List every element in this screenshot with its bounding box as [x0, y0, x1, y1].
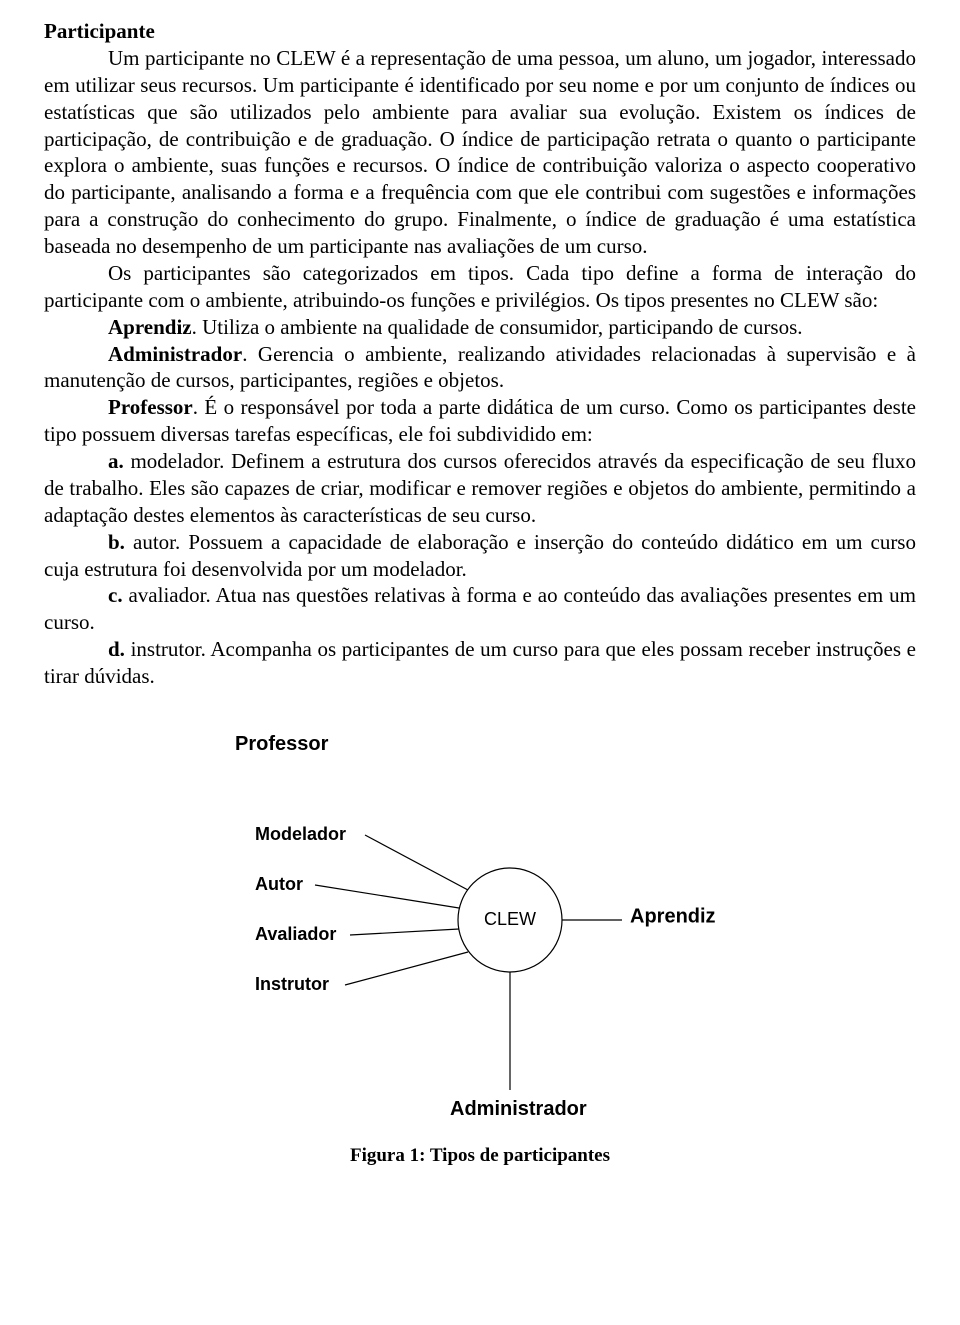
type-professor: Professor. É o responsável por toda a pa… — [44, 394, 916, 448]
subtype-c-name: avaliador — [123, 583, 206, 607]
participants-diagram: CLEW Professor Modelador Autor Avaliador Inst… — [190, 720, 770, 1140]
svg-text:Aprendiz: Aprendiz — [630, 905, 716, 927]
subtype-d: d. instrutor. Acompanha os participantes… — [44, 636, 916, 690]
subtype-b-letter: b. — [108, 530, 125, 554]
paragraph-intro: Um participante no CLEW é a representaçã… — [44, 45, 916, 260]
subtype-a: a. modelador. Definem a estrutura dos cu… — [44, 448, 916, 529]
svg-text:Professor: Professor — [235, 733, 329, 755]
svg-text:Autor: Autor — [255, 874, 303, 894]
type-aprendiz-text: . Utiliza o ambiente na qualidade de con… — [192, 315, 803, 339]
figure-caption: Figura 1: Tipos de participantes — [190, 1144, 770, 1168]
svg-text:Avaliador: Avaliador — [255, 924, 336, 944]
type-admin-label: Administrador — [108, 342, 242, 366]
type-admin: Administrador. Gerencia o ambiente, real… — [44, 341, 916, 395]
section-heading: Participante — [44, 18, 916, 45]
subtype-c-letter: c. — [108, 583, 123, 607]
diagram-container: CLEW Professor Modelador Autor Avaliador Inst… — [190, 720, 770, 1168]
subtype-b-name: autor — [125, 530, 175, 554]
type-aprendiz-label: Aprendiz — [108, 315, 192, 339]
subtype-b: b. autor. Possuem a capacidade de elabor… — [44, 529, 916, 583]
subtype-a-letter: a. — [108, 449, 124, 473]
type-aprendiz: Aprendiz. Utiliza o ambiente na qualidad… — [44, 314, 916, 341]
subtype-b-text: . Possuem a capacidade de elaboração e i… — [44, 530, 916, 581]
svg-text:Modelador: Modelador — [255, 824, 346, 844]
subtype-d-name: instrutor — [125, 637, 201, 661]
svg-text:Administrador: Administrador — [450, 1098, 587, 1120]
document-page: Participante Um participante no CLEW é a… — [0, 0, 960, 1194]
svg-text:CLEW: CLEW — [484, 909, 536, 929]
type-professor-label: Professor — [108, 395, 193, 419]
paragraph-types-intro: Os participantes são categorizados em ti… — [44, 260, 916, 314]
subtype-c: c. avaliador. Atua nas questões relativa… — [44, 582, 916, 636]
svg-text:Instrutor: Instrutor — [255, 974, 329, 994]
subtype-a-name: modelador — [124, 449, 219, 473]
subtype-d-letter: d. — [108, 637, 125, 661]
